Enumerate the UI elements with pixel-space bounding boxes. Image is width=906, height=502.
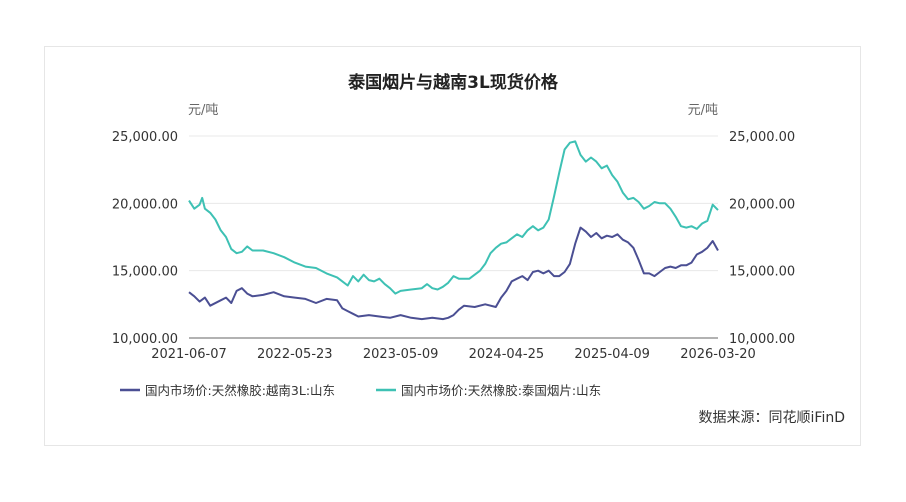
y-unit-right: 元/吨 [688,103,718,118]
y-tick-label-right: 25,000.00 [729,130,795,145]
x-tick-label: 2021-06-07 [151,347,227,362]
x-tick-label: 2024-04-25 [469,347,545,362]
series-line-1 [188,226,719,321]
y-tick-label-left: 25,000.00 [112,130,178,145]
y-tick-label-left: 10,000.00 [112,332,178,347]
chart-card [44,46,861,446]
chart-title: 泰国烟片与越南3L现货价格 [348,72,559,93]
y-tick-label-right: 20,000.00 [729,197,795,212]
x-tick-label: 2022-05-23 [257,347,333,362]
y-tick-label-left: 20,000.00 [112,197,178,212]
y-tick-label-left: 15,000.00 [112,265,178,280]
x-tick-label: 2026-03-20 [680,347,756,362]
data-source: 数据来源：同花顺iFinD [698,410,845,426]
series-line-2 [188,140,719,295]
y-unit-left: 元/吨 [188,103,218,118]
y-tick-label-right: 10,000.00 [729,332,795,347]
legend-label: 国内市场价:天然橡胶:越南3L:山东 [145,383,335,398]
x-tick-label: 2025-04-09 [574,347,650,362]
x-tick-label: 2023-05-09 [363,347,439,362]
legend-label: 国内市场价:天然橡胶:泰国烟片:山东 [401,383,601,398]
y-tick-label-right: 15,000.00 [729,265,795,280]
